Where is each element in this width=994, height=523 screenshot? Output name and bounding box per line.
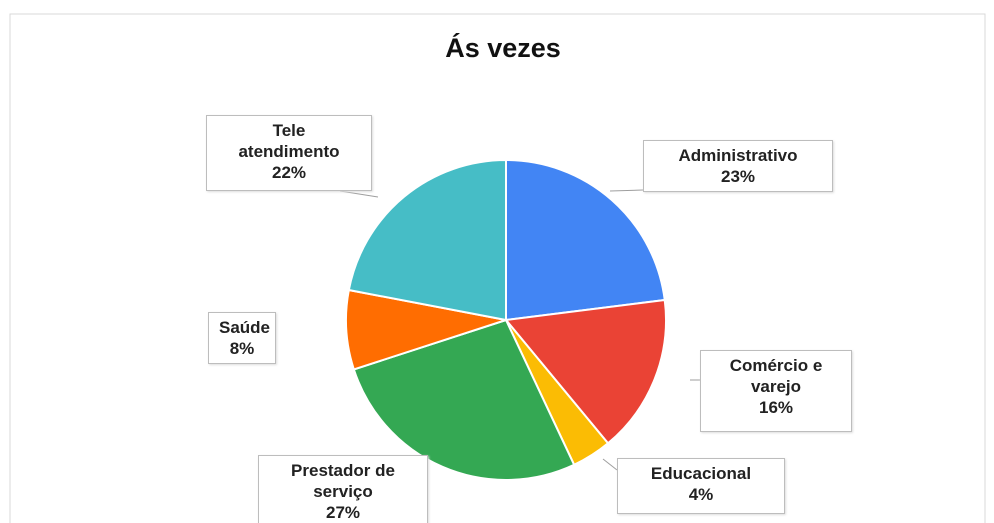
category-label: Tele atendimento	[238, 121, 340, 161]
data-label: Educacional 4%	[617, 458, 785, 514]
value-label: 23%	[720, 167, 756, 186]
category-label: Educacional	[650, 464, 752, 483]
value-label: 22%	[271, 163, 307, 182]
category-label: Prestador de serviço	[291, 461, 395, 501]
data-label: Comércio e varejo 16%	[700, 350, 852, 432]
leader-line	[609, 189, 644, 192]
category-label: Saúde	[218, 318, 271, 337]
data-label: Tele atendimento 22%	[206, 115, 372, 191]
pie-slice	[504, 298, 667, 445]
category-label: Administrativo	[678, 146, 798, 165]
category-label: Comércio e varejo	[729, 356, 823, 396]
value-label: 16%	[758, 398, 794, 417]
pie-slice	[505, 158, 666, 322]
leader-line	[602, 458, 618, 471]
pie-slice	[347, 158, 507, 322]
chart-title: Ás vezes	[445, 32, 561, 63]
data-label: Administrativo 23%	[643, 140, 833, 192]
data-label: Saúde 8%	[208, 312, 276, 364]
leader-line	[339, 190, 379, 198]
value-label: 27%	[325, 503, 361, 522]
leader-lines	[339, 189, 700, 471]
pie-slice	[352, 318, 576, 481]
value-label: 4%	[688, 485, 714, 504]
data-label: Prestador de serviço 27%	[258, 455, 428, 523]
value-label: 8%	[229, 339, 255, 358]
